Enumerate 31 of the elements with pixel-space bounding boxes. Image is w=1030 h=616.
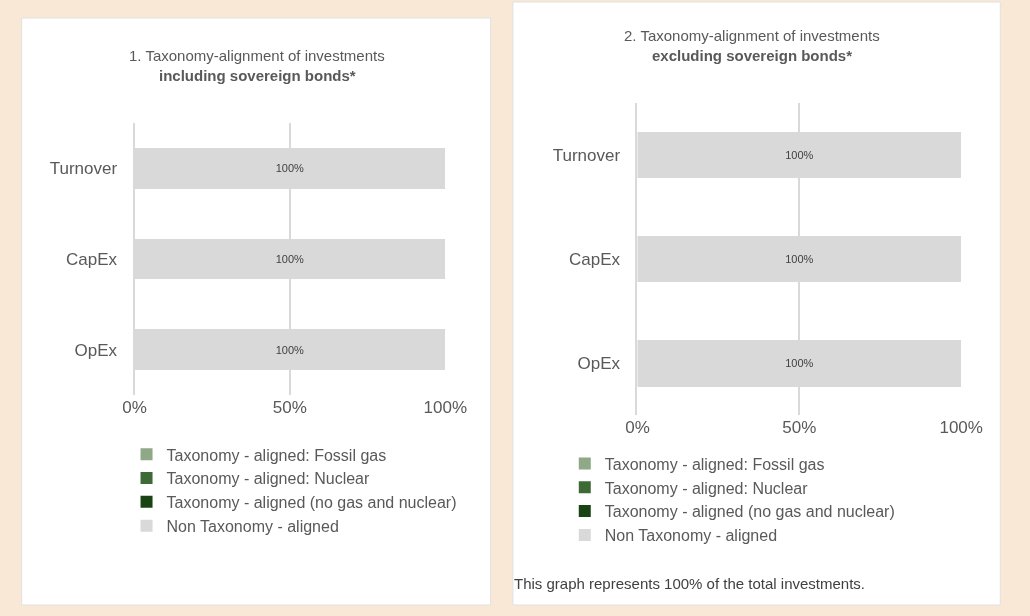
y-tick-label: CapEx (66, 249, 118, 269)
chart-title: 1. Taxonomy-alignment of investments (129, 47, 385, 64)
y-tick-label: OpEx (74, 340, 118, 360)
x-tick-label: 0% (122, 397, 147, 417)
data-label: 100% (785, 253, 814, 266)
legend-label: Taxonomy - aligned: Nuclear (166, 470, 370, 488)
legend-label: Taxonomy - aligned: Fossil gas (604, 455, 825, 473)
x-tick-label: 0% (625, 418, 650, 438)
legend-label: Taxonomy - aligned: Fossil gas (166, 446, 387, 464)
data-label: 100% (275, 253, 305, 266)
legend-label: Taxonomy - aligned (no gas and nuclear) (604, 503, 895, 521)
text: This graph represents 100% of the total investments. (514, 575, 866, 592)
legend-label: Non Taxonomy - aligned (166, 517, 339, 535)
x-tick-label: 50% (782, 418, 817, 438)
x-tick-label: 100% (423, 397, 467, 417)
y-tick-label: CapEx (569, 249, 621, 269)
data-label: 100% (275, 162, 305, 175)
legend-label: Taxonomy - aligned (no gas and nuclear) (166, 494, 457, 512)
y-tick-label: Turnover (49, 159, 118, 179)
chart-subtitle: including sovereign bonds* (159, 67, 356, 84)
data-label: 100% (785, 148, 814, 161)
y-tick-label: OpEx (577, 354, 621, 374)
chart-subtitle: excluding sovereign bonds* (652, 47, 853, 64)
x-tick-label: 50% (272, 397, 307, 417)
legend-label: Taxonomy - aligned: Nuclear (604, 479, 809, 497)
data-label: 100% (275, 343, 305, 356)
legend-label: Non Taxonomy - aligned (604, 527, 778, 545)
y-tick-label: Turnover (552, 145, 621, 165)
x-tick-label: 100% (939, 418, 983, 438)
data-label: 100% (785, 357, 814, 370)
chart-title: 2. Taxonomy-alignment of investments (624, 27, 880, 44)
